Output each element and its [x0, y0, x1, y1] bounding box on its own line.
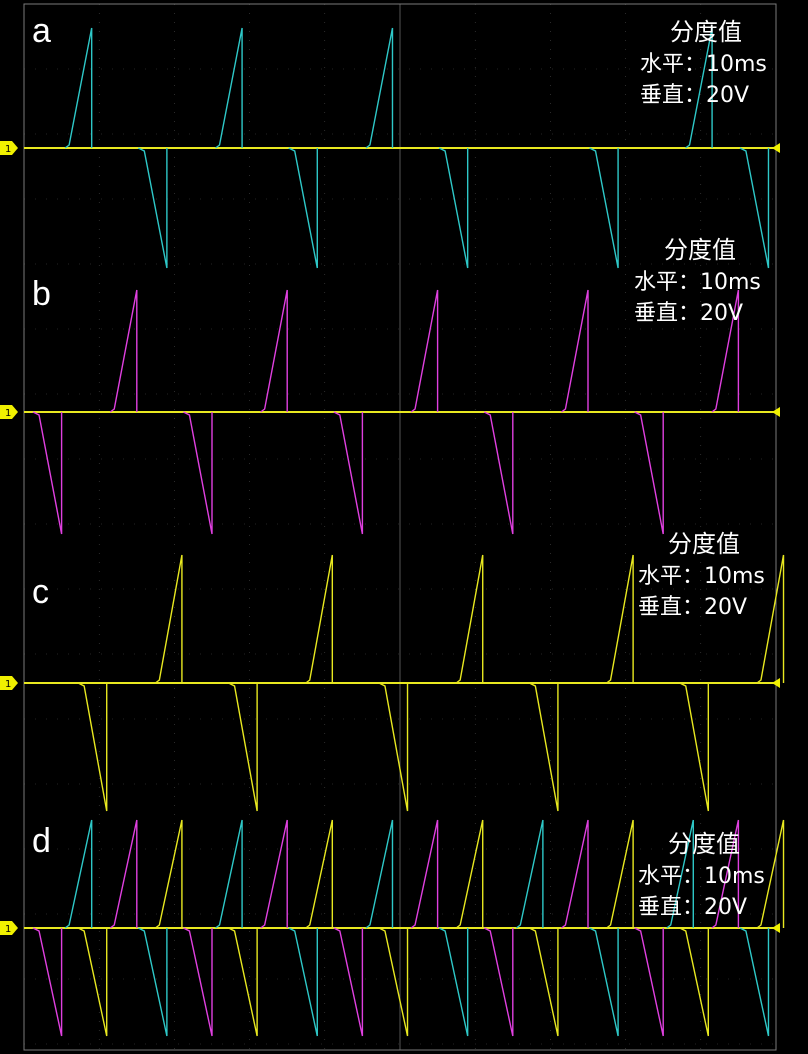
magenta-negative-ramp: [333, 927, 364, 1037]
yellow-positive-ramp: [305, 554, 334, 684]
yellow-positive-ramp: [154, 819, 183, 929]
magenta-positive-ramp: [260, 819, 288, 929]
yellow-positive-ramp: [455, 554, 484, 684]
channel-marker-label: 1: [5, 679, 11, 690]
magenta-negative-ramp: [634, 927, 664, 1037]
scale-horizontal: 水平：10ms: [640, 52, 767, 77]
yellow-negative-ramp: [529, 682, 559, 812]
cyan-negative-ramp: [438, 927, 469, 1037]
cyan-positive-ramp: [64, 27, 93, 149]
magenta-negative-ramp: [32, 927, 63, 1037]
magenta-positive-ramp: [260, 289, 288, 413]
cyan-positive-ramp: [215, 27, 243, 149]
cyan-negative-ramp: [138, 927, 168, 1037]
yellow-negative-ramp: [529, 927, 559, 1037]
cyan-negative-ramp: [438, 147, 469, 269]
cyan-positive-ramp: [365, 27, 394, 149]
channel-1-marker-icon: [0, 141, 18, 155]
scale-vertical: 垂直：20V: [638, 595, 747, 620]
magenta-negative-ramp: [333, 411, 364, 535]
scale-vertical: 垂直：20V: [634, 301, 743, 326]
magenta-negative-ramp: [183, 927, 213, 1037]
trigger-arrow-icon: [772, 923, 780, 933]
cyan-positive-ramp: [515, 819, 544, 929]
yellow-negative-ramp: [679, 927, 710, 1037]
yellow-positive-ramp: [606, 819, 634, 929]
magenta-positive-ramp: [109, 819, 138, 929]
yellow-negative-ramp: [77, 682, 108, 812]
yellow-negative-ramp: [228, 682, 258, 812]
panel-label: c: [32, 573, 49, 611]
trigger-arrow-icon: [772, 678, 780, 688]
yellow-negative-ramp: [77, 927, 108, 1037]
cyan-positive-ramp: [64, 819, 93, 929]
cyan-negative-ramp: [288, 927, 318, 1037]
cyan-positive-ramp: [685, 27, 713, 149]
channel-marker-label: 1: [5, 408, 11, 419]
scale-title: 分度值: [668, 830, 740, 858]
magenta-negative-ramp: [483, 927, 514, 1037]
yellow-negative-ramp: [228, 927, 258, 1037]
panel-label: b: [32, 275, 51, 313]
yellow-positive-ramp: [606, 554, 634, 684]
cyan-negative-ramp: [739, 927, 770, 1037]
magenta-positive-ramp: [561, 819, 589, 929]
scope-grid: [23, 3, 777, 1051]
magenta-positive-ramp: [410, 289, 439, 413]
cyan-positive-ramp: [666, 819, 694, 929]
magenta-negative-ramp: [483, 411, 514, 535]
magenta-positive-ramp: [711, 289, 740, 413]
scale-horizontal: 水平：10ms: [638, 864, 765, 889]
channel-1-marker-icon: [0, 921, 18, 935]
channel-marker-label: 1: [5, 144, 11, 155]
cyan-positive-ramp: [215, 819, 243, 929]
scope-panels: 1a 分度值水平：10ms垂直：20V1b分度值水平：10ms垂直：20V1c分度…: [0, 12, 785, 1037]
scale-title: 分度值: [664, 236, 736, 264]
panel-label: d: [32, 822, 51, 860]
scale-title: 分度值: [668, 530, 740, 558]
scale-vertical: 垂直：20V: [638, 895, 747, 920]
channel-1-marker-icon: [0, 405, 18, 419]
trigger-arrow-icon: [772, 143, 780, 153]
magenta-positive-ramp: [711, 819, 740, 929]
cyan-negative-ramp: [138, 147, 168, 269]
yellow-negative-ramp: [679, 682, 710, 812]
yellow-positive-ramp: [756, 819, 785, 929]
magenta-negative-ramp: [634, 411, 664, 535]
channel-marker-label: 1: [5, 924, 11, 935]
scale-vertical: 垂直：20V: [640, 83, 749, 108]
yellow-negative-ramp: [378, 682, 409, 812]
yellow-positive-ramp: [154, 554, 183, 684]
scale-horizontal: 水平：10ms: [634, 270, 761, 295]
scale-title: 分度值: [670, 18, 742, 46]
trigger-arrow-icon: [772, 407, 780, 417]
magenta-negative-ramp: [32, 411, 63, 535]
channel-1-marker-icon: [0, 676, 18, 690]
yellow-positive-ramp: [756, 554, 785, 684]
magenta-positive-ramp: [109, 289, 138, 413]
cyan-negative-ramp: [589, 147, 619, 269]
yellow-positive-ramp: [455, 819, 484, 929]
yellow-negative-ramp: [378, 927, 409, 1037]
cyan-negative-ramp: [589, 927, 619, 1037]
cyan-positive-ramp: [365, 819, 394, 929]
magenta-positive-ramp: [410, 819, 439, 929]
cyan-negative-ramp: [739, 147, 770, 269]
yellow-positive-ramp: [305, 819, 334, 929]
magenta-negative-ramp: [183, 411, 213, 535]
magenta-positive-ramp: [561, 289, 589, 413]
scale-horizontal: 水平：10ms: [638, 564, 765, 589]
panel-label: a: [32, 12, 51, 50]
cyan-negative-ramp: [288, 147, 318, 269]
